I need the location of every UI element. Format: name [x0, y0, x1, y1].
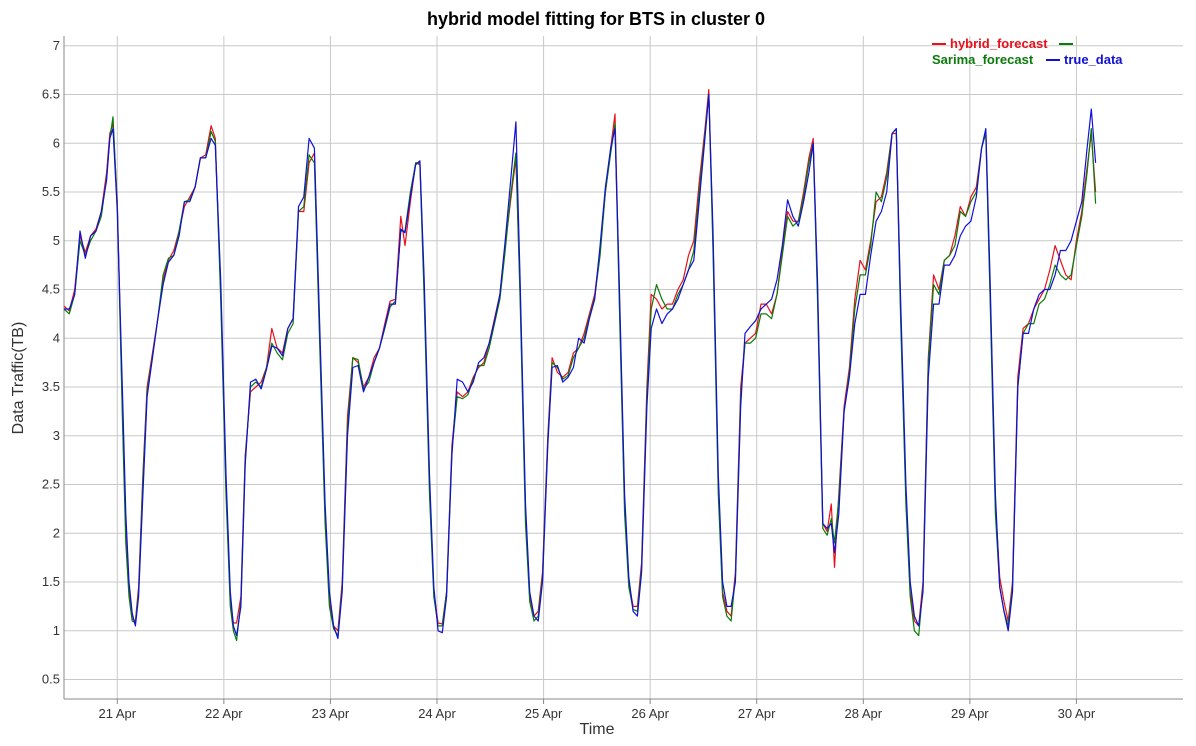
gridlines — [64, 36, 1183, 699]
y-tick-label: 7 — [53, 38, 60, 53]
chart-title: hybrid model fitting for BTS in cluster … — [427, 9, 765, 29]
x-tick-label: 30 Apr — [1058, 706, 1096, 721]
y-tick-label: 5 — [53, 233, 60, 248]
y-tick-label: 0.5 — [42, 672, 60, 687]
x-tick-label: 28 Apr — [844, 706, 882, 721]
x-tick-label: 27 Apr — [738, 706, 776, 721]
y-tick-label: 6.5 — [42, 87, 60, 102]
series-group — [63, 88, 1097, 642]
y-tick-label: 3 — [53, 428, 60, 443]
y-tick-label: 4.5 — [42, 282, 60, 297]
y-tick-label: 2.5 — [42, 477, 60, 492]
x-tick-label: 24 Apr — [418, 706, 456, 721]
x-tick-label: 25 Apr — [525, 706, 563, 721]
axes: 0.5 1 1.5 2 2.5 3 3.5 4 4.5 5 5.5 6 6.5 7 21 Apr 22 Apr… — [42, 36, 1183, 721]
series-line-sarima-forecast — [63, 93, 1097, 642]
x-tick-label: 26 Apr — [631, 706, 669, 721]
series-line-true-data — [64, 93, 1097, 640]
x-tick-label: 23 Apr — [312, 706, 350, 721]
x-tick-label: 29 Apr — [951, 706, 989, 721]
series-line-hybrid-forecast — [63, 88, 1097, 632]
y-tick-label: 2 — [53, 525, 60, 540]
y-tick-label: 5.5 — [42, 184, 60, 199]
legend-label: hybrid_forecast — [950, 36, 1048, 51]
x-axis-title: Time — [580, 721, 615, 738]
legend-label: Sarima_forecast — [932, 52, 1034, 67]
y-axis-title: Data Traffic(TB) — [10, 322, 27, 435]
y-tick-label: 1.5 — [42, 574, 60, 589]
y-tick-label: 1 — [53, 623, 60, 638]
x-tick-label: 22 Apr — [205, 706, 243, 721]
y-tick-label: 3.5 — [42, 379, 60, 394]
y-tick-label: 4 — [53, 330, 60, 345]
x-tick-label: 21 Apr — [98, 706, 136, 721]
legend-label: true_data — [1064, 52, 1123, 67]
y-tick-label: 6 — [53, 135, 60, 150]
